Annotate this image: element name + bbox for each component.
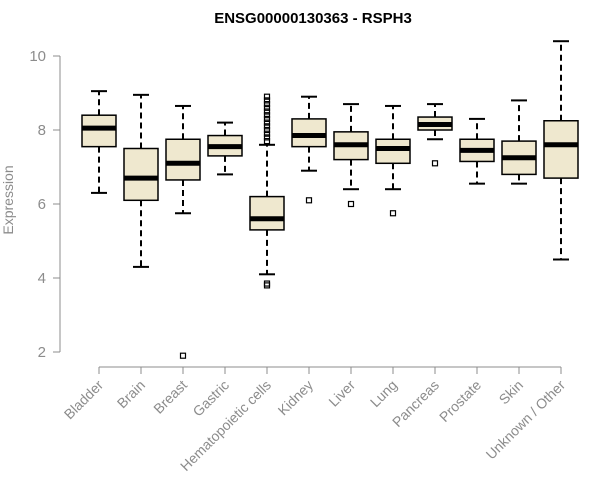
outlier-4-7	[263, 119, 271, 126]
boxes-group	[81, 40, 579, 359]
outlier-2-0	[179, 352, 187, 359]
x-tick-label-0: Bladder	[61, 377, 107, 423]
box-rect-2	[165, 138, 201, 181]
x-tick-label-1: Brain	[114, 377, 148, 411]
box-rect-7	[375, 138, 411, 165]
x-tick-label-6: Liver	[325, 377, 358, 410]
outlier-4-4	[263, 130, 271, 137]
x-tick-label-7: Lung	[367, 377, 400, 410]
y-tick-label-1: 4	[38, 270, 46, 287]
y-tick-label-2: 6	[38, 196, 46, 213]
outlier-8-0	[431, 160, 439, 167]
outlier-4-10	[263, 108, 271, 115]
outlier-4-3	[263, 134, 271, 141]
outlier-4-0	[263, 280, 271, 287]
outlier-4-2	[263, 138, 271, 145]
x-tick-label-2: Breast	[150, 377, 190, 417]
box-3	[207, 121, 243, 176]
outlier-4-11	[263, 104, 271, 111]
x-tick-label-11: Unknown / Other	[483, 377, 569, 463]
y-tick-label-3: 8	[38, 122, 46, 139]
chart-title: ENSG00000130363 - RSPH3	[214, 10, 412, 27]
box-10	[501, 99, 537, 185]
box-11	[543, 40, 579, 261]
y-tick-label-4: 10	[29, 48, 46, 65]
outlier-4-12	[263, 100, 271, 108]
box-9	[459, 117, 495, 185]
y-axis: 2 4 6 8 10	[29, 48, 61, 361]
outlier-4-14	[263, 93, 271, 100]
box-4	[249, 93, 285, 289]
box-7	[375, 104, 411, 217]
outlier-4-8	[263, 115, 271, 123]
outlier-4-6	[263, 123, 271, 130]
box-rect-11	[543, 120, 579, 179]
y-axis-label: Expression	[0, 165, 16, 234]
box-rect-1	[123, 147, 159, 202]
box-2	[165, 104, 201, 359]
box-5	[291, 95, 327, 204]
outlier-4-5	[263, 126, 271, 134]
box-8	[417, 103, 453, 167]
x-tick-label-9: Prostate	[436, 377, 484, 425]
x-tick-label-8: Pancreas	[389, 377, 442, 430]
box-0	[81, 90, 117, 194]
box-rect-5	[291, 118, 327, 148]
box-1	[123, 93, 159, 268]
y-tick-label-0: 2	[38, 344, 46, 361]
box-6	[333, 103, 369, 208]
x-tick-label-10: Skin	[496, 377, 527, 408]
outlier-6-0	[347, 200, 355, 208]
x-tick-label-5: Kidney	[275, 377, 317, 419]
box-rect-4	[249, 195, 285, 231]
outlier-4-1	[263, 282, 271, 289]
outlier-5-0	[305, 197, 313, 204]
outlier-4-9	[263, 112, 271, 119]
box-rect-0	[81, 114, 117, 148]
outlier-4-13	[263, 97, 271, 104]
outlier-7-0	[389, 210, 397, 217]
